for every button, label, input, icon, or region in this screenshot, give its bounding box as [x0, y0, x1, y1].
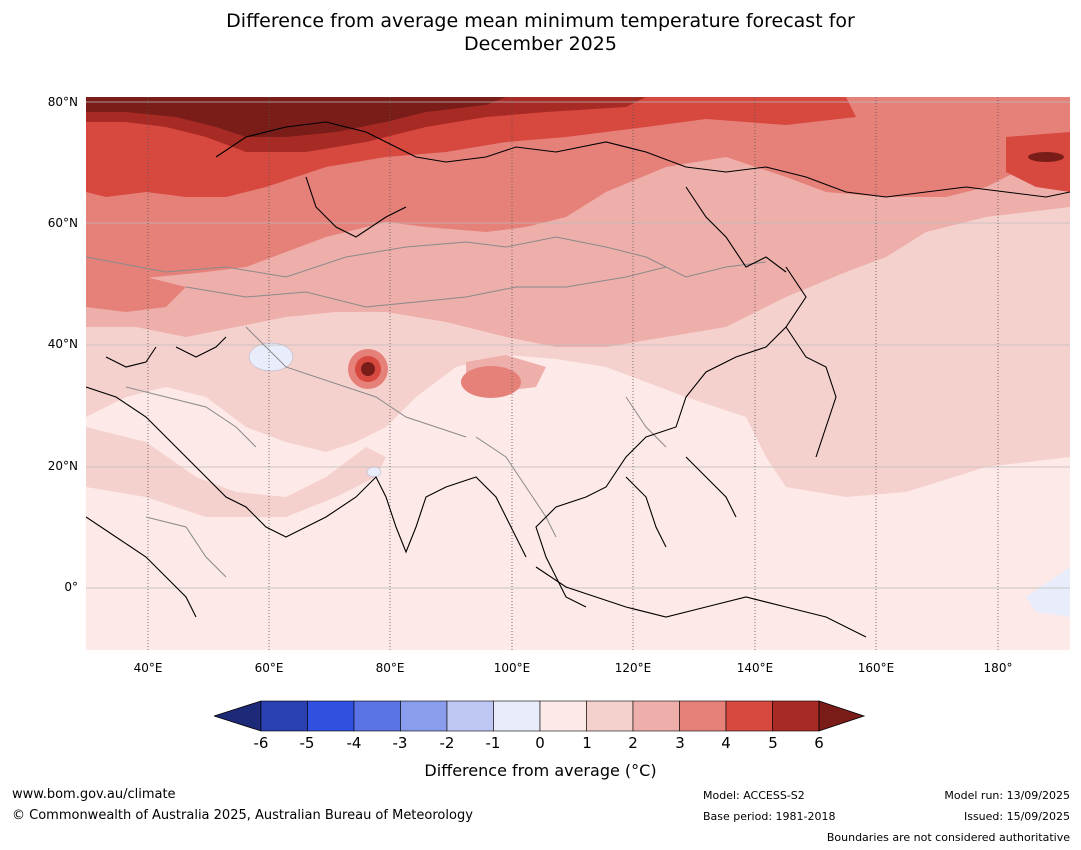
- lon-label-140e: 140°E: [736, 661, 774, 675]
- map-title: Difference from average mean minimum tem…: [0, 10, 1081, 56]
- colorbar-segment: [307, 700, 355, 732]
- colorbar-segment: [353, 700, 401, 732]
- colorbar-tick: 6: [814, 734, 824, 752]
- colorbar-under-triangle: [212, 700, 262, 732]
- latitude-grid: [86, 101, 1070, 589]
- colorbar-tick: 0: [535, 734, 545, 752]
- colorbar-tick: -6: [253, 734, 269, 752]
- colorbar-tick: 5: [768, 734, 778, 752]
- colorbar-tick: 1: [582, 734, 592, 752]
- map-canvas: [86, 97, 1070, 650]
- longitude-grid: [147, 97, 999, 650]
- lon-label-160e: 160°E: [857, 661, 895, 675]
- forecast-map: [86, 97, 1070, 650]
- title-line-1: Difference from average mean minimum tem…: [226, 10, 855, 32]
- lat-label-40n: 40°N: [47, 337, 78, 351]
- base-period: Base period: 1981-2018: [703, 810, 836, 823]
- website-link[interactable]: www.bom.gov.au/climate: [12, 787, 176, 802]
- title-line-2: December 2025: [464, 33, 617, 55]
- model-name: Model: ACCESS-S2: [703, 789, 805, 802]
- hotspot-inner: [361, 362, 375, 376]
- colorbar-segment: [772, 700, 820, 732]
- colorbar: [212, 700, 866, 738]
- lat-label-20n: 20°N: [47, 459, 78, 473]
- coastlines: [86, 121, 1070, 638]
- issued-date: Issued: 15/09/2025: [963, 810, 1070, 823]
- colorbar-segment: [539, 700, 587, 732]
- colorbar-segment: [725, 700, 773, 732]
- colorbar-tick: 3: [675, 734, 685, 752]
- colorbar-label: Difference from average (°C): [424, 761, 657, 780]
- anomaly-3-4-west: [86, 267, 186, 312]
- lat-label-60n: 60°N: [47, 216, 78, 230]
- model-run-date: Model run: 13/09/2025: [944, 789, 1070, 802]
- country-borders: [86, 236, 767, 578]
- lon-label-60e: 60°E: [254, 661, 284, 675]
- lon-label-80e: 80°E: [375, 661, 405, 675]
- colorbar-segment: [632, 700, 680, 732]
- anomaly-4-5-east: [1006, 132, 1070, 192]
- colorbar-canvas: [212, 700, 866, 732]
- colorbar-tick: 4: [721, 734, 731, 752]
- colorbar-tick: -2: [439, 734, 455, 752]
- cool-patch-india: [366, 466, 382, 478]
- colorbar-tick: -1: [485, 734, 501, 752]
- lon-label-40e: 40°E: [133, 661, 163, 675]
- cool-patch-pacific: [1026, 567, 1070, 617]
- colorbar-segment: [493, 700, 541, 732]
- colorbar-segment: [446, 700, 494, 732]
- lon-label-180: 180°: [983, 661, 1013, 675]
- colorbar-segment: [260, 700, 308, 732]
- colorbar-tick: 2: [628, 734, 638, 752]
- cool-patch-central-asia: [248, 342, 294, 372]
- colorbar-over-triangle: [818, 700, 866, 732]
- copyright-notice: © Commonwealth of Australia 2025, Austra…: [12, 808, 473, 823]
- anomaly-gt6-east: [1028, 152, 1064, 162]
- colorbar-segment: [586, 700, 634, 732]
- lon-label-100e: 100°E: [493, 661, 531, 675]
- colorbar-tick: -3: [392, 734, 408, 752]
- lon-label-120e: 120°E: [614, 661, 652, 675]
- colorbar-tick: -5: [299, 734, 315, 752]
- anomaly-gt6-area: [86, 97, 506, 137]
- colorbar-segment: [400, 700, 448, 732]
- colorbar-tick: -4: [346, 734, 362, 752]
- lat-label-0: 0°: [64, 580, 78, 594]
- lat-label-80n: 80°N: [47, 95, 78, 109]
- anomaly-1-2-south: [86, 427, 386, 517]
- colorbar-segment: [679, 700, 727, 732]
- sw-china-warm-spot: [461, 366, 521, 398]
- boundary-disclaimer: Boundaries are not considered authoritat…: [826, 831, 1070, 844]
